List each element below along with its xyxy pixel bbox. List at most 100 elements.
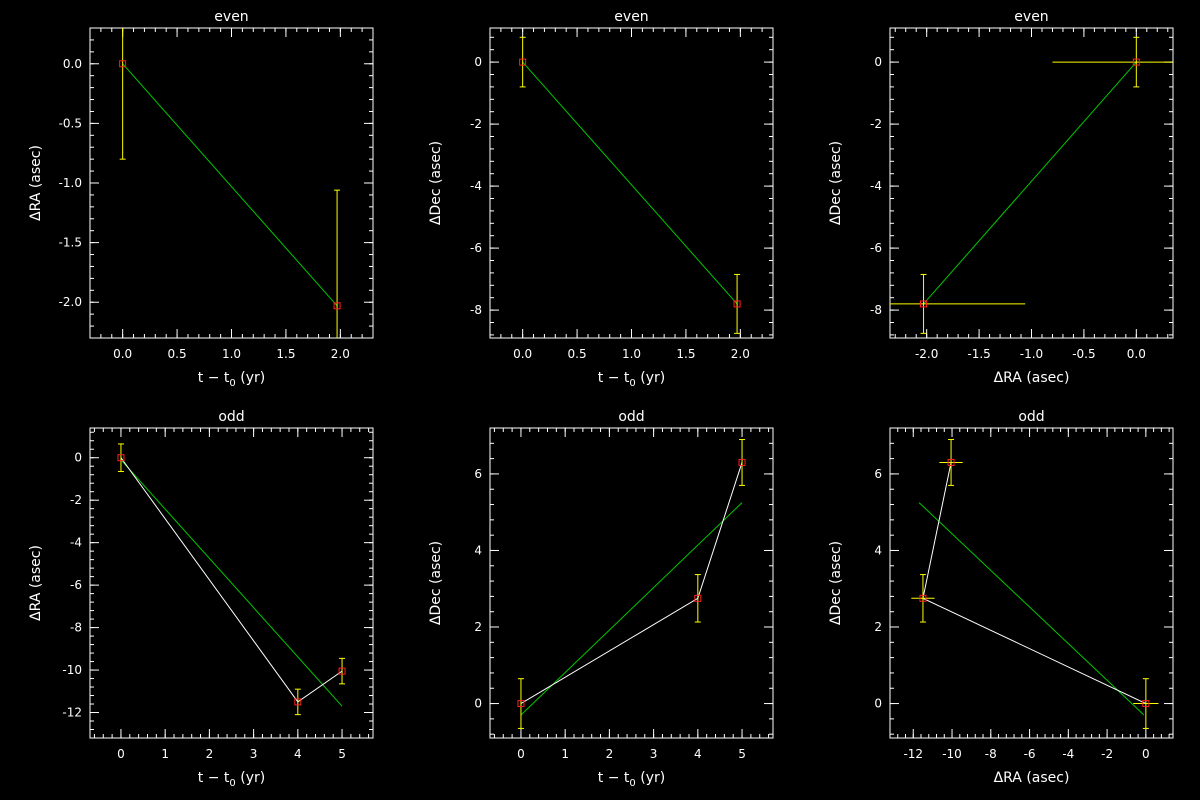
y-tick-label: -2 [470, 117, 482, 131]
y-tick-label: 4 [474, 543, 482, 557]
x-tick-label: -1.0 [1020, 347, 1043, 361]
x-tick-label: 4 [694, 747, 702, 761]
data-point [947, 458, 955, 466]
fit-line [918, 502, 1145, 716]
x-tick-label: 0.0 [513, 347, 532, 361]
x-axis-label-tail: (yr) [236, 770, 265, 786]
x-tick-label: -2 [1101, 747, 1113, 761]
y-tick-label: -6 [70, 578, 82, 592]
x-tick-label: 2.0 [331, 347, 350, 361]
x-axis-label: t − t0 (yr) [598, 770, 665, 789]
panel-3: even -2.0 -1.5 -1.0 -0.5 0.0 -8 -6 -4 -2 0 ΔRA (ase… [828, 9, 1174, 386]
plot-frame [489, 27, 774, 339]
data-point [519, 58, 527, 66]
x-tick-label: -8 [985, 747, 997, 761]
y-tick-label: 0 [874, 697, 882, 711]
y-tick-label: -4 [70, 536, 82, 550]
x-axis-label-tail: (yr) [636, 770, 665, 786]
x-axis-label-tail: (yr) [636, 370, 665, 386]
x-tick-label: 4 [294, 747, 302, 761]
data-point [1142, 700, 1150, 708]
y-tick-label: 0 [474, 55, 482, 69]
y-axis-label: ΔDec (asec) [828, 141, 844, 225]
panel-title: odd [618, 409, 644, 425]
x-tick-label: 5 [338, 747, 346, 761]
y-tick-label: 2 [474, 620, 482, 634]
data-point [694, 594, 702, 602]
data-point [919, 594, 927, 602]
fit-line [122, 63, 338, 307]
x-tick-label: 2 [606, 747, 614, 761]
data-point [117, 454, 125, 462]
data-point [294, 698, 302, 706]
panel-title: even [614, 9, 648, 25]
x-tick-label: -4 [1062, 747, 1074, 761]
x-axis-label: t − t0 (yr) [598, 370, 665, 389]
x-tick-label: 0 [117, 747, 125, 761]
data-point [333, 302, 341, 310]
plot-frame [889, 27, 1174, 339]
plot-area [890, 36, 1173, 334]
x-tick-label: 0.5 [568, 347, 587, 361]
x-axis-label: t − t0 (yr) [198, 770, 265, 789]
panel-title: odd [218, 409, 244, 425]
y-tick-label: -6 [870, 241, 882, 255]
connect-line [922, 462, 1147, 705]
plot-area [117, 443, 346, 716]
x-tick-label: 3 [250, 747, 258, 761]
y-axis-label: ΔDec (asec) [428, 541, 444, 625]
data-point [1132, 58, 1140, 66]
connect-line [520, 462, 743, 704]
y-tick-label: 4 [874, 543, 882, 557]
y-tick-label: -4 [470, 179, 482, 193]
y-axis-label: ΔDec (asec) [428, 141, 444, 225]
y-tick-label: -8 [870, 303, 882, 317]
connect-line [120, 457, 343, 703]
x-axis-label-main: ΔRA (asec) [994, 770, 1070, 786]
x-tick-label: 0 [1142, 747, 1150, 761]
x-axis-label-main: t − t [198, 770, 230, 786]
x-axis-label-main: t − t [598, 370, 630, 386]
panel-1: even 0.0 0.5 1.0 1.5 2.0 -2.0 -1.5 -1.0 -0.5 0.0 t … [28, 9, 374, 389]
x-tick-label: 1.5 [676, 347, 695, 361]
x-tick-label: -10 [942, 747, 962, 761]
y-tick-label: 2 [874, 620, 882, 634]
x-tick-label: 0.5 [168, 347, 187, 361]
x-tick-label: -2.0 [915, 347, 938, 361]
x-axis-label-sub: 0 [629, 778, 635, 789]
y-tick-label: 6 [874, 467, 882, 481]
plot-area [911, 438, 1159, 729]
y-tick-label: -1.5 [59, 236, 82, 250]
x-tick-label: -6 [1024, 747, 1036, 761]
x-tick-label: 5 [738, 747, 746, 761]
y-tick-label: -8 [470, 303, 482, 317]
data-point [338, 667, 346, 675]
x-tick-label: 1 [561, 747, 569, 761]
data-point [517, 700, 525, 708]
x-axis-label: ΔRA (asec) [994, 770, 1070, 786]
x-tick-label: -1.5 [967, 347, 990, 361]
panel-title: odd [1018, 409, 1044, 425]
x-tick-label: -0.5 [1072, 347, 1095, 361]
y-tick-label: -10 [62, 663, 82, 677]
plot-area [517, 438, 746, 729]
y-tick-label: -4 [870, 179, 882, 193]
y-tick-label: 0 [74, 451, 82, 465]
y-axis-label: ΔRA (asec) [28, 545, 44, 621]
data-point [738, 458, 746, 466]
fit-line [520, 502, 743, 716]
plot-area [519, 36, 741, 334]
x-axis-label-sub: 0 [229, 378, 235, 389]
x-axis-label-sub: 0 [229, 778, 235, 789]
panel-title: even [214, 9, 248, 25]
x-tick-label: -12 [903, 747, 923, 761]
x-axis-label-main: t − t [198, 370, 230, 386]
y-axis-label: ΔRA (asec) [28, 145, 44, 221]
x-tick-label: 1.0 [622, 347, 641, 361]
panel-6: odd -12 -10 -8 -6 -4 -2 0 0 2 4 6 ΔRA (asec) ΔDec (as… [828, 409, 1174, 786]
x-axis-label-sub: 0 [629, 378, 635, 389]
